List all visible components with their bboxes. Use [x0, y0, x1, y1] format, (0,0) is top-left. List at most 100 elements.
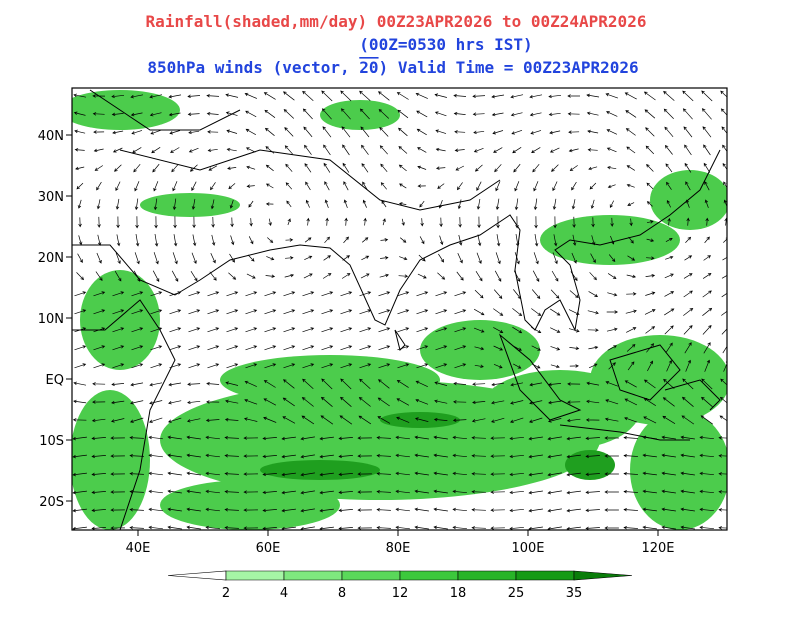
- wind-vector: [685, 236, 692, 243]
- wind-vector: [114, 270, 122, 282]
- wind-vector: [74, 327, 87, 333]
- wind-vector: [358, 415, 372, 425]
- wind-vector: [666, 181, 672, 190]
- wind-vector: [699, 525, 714, 530]
- wind-vector: [339, 415, 353, 425]
- wind-vector: [283, 379, 295, 389]
- wind-vector: [701, 378, 713, 390]
- wind-vector: [72, 508, 87, 513]
- wind-vector: [471, 490, 486, 494]
- wind-vector: [187, 112, 200, 117]
- wind-vector: [244, 92, 257, 99]
- wind-vector: [115, 198, 120, 210]
- wind-vector: [667, 217, 671, 226]
- wind-vector: [589, 182, 597, 190]
- wind-vector: [585, 436, 600, 441]
- wind-vector: [702, 272, 712, 279]
- wind-vector: [514, 198, 519, 211]
- wind-vector: [378, 109, 390, 119]
- wind-vector: [187, 382, 201, 387]
- wind-vector: [111, 400, 125, 405]
- wind-vector: [301, 397, 314, 407]
- wind-vector: [646, 182, 654, 190]
- wind-vector: [515, 216, 519, 229]
- wind-vector: [491, 417, 505, 423]
- wind-vector: [646, 238, 655, 242]
- wind-vector: [226, 363, 239, 369]
- wind-vector: [281, 472, 296, 477]
- wind-vector: [568, 130, 580, 134]
- wind-vector: [74, 129, 86, 134]
- wind-vector: [586, 381, 600, 386]
- wind-vector: [567, 382, 581, 386]
- wind-vector: [683, 126, 693, 138]
- wind-vector: [190, 271, 198, 282]
- wind-vector: [452, 507, 467, 512]
- wind-vector: [701, 396, 713, 407]
- wind-vector: [435, 129, 447, 134]
- wind-vector: [323, 162, 331, 173]
- wind-vector: [627, 255, 636, 261]
- wind-vector: [91, 436, 106, 441]
- wind-vector: [439, 217, 443, 228]
- wind-vector: [129, 435, 144, 440]
- wind-vector: [395, 471, 410, 476]
- wind-vector: [643, 397, 656, 406]
- wind-vector: [415, 398, 429, 405]
- wind-vector: [93, 309, 106, 315]
- wind-vector: [225, 399, 239, 404]
- wind-vector: [510, 94, 524, 99]
- wind-vector: [623, 471, 638, 476]
- wind-vector: [493, 345, 504, 351]
- wind-vector: [435, 363, 448, 369]
- wind-vector: [585, 526, 600, 530]
- wind-vector: [224, 525, 239, 530]
- wind-vector: [701, 108, 712, 120]
- wind-vector: [73, 381, 87, 386]
- wind-vector: [395, 453, 410, 458]
- wind-vector: [226, 291, 239, 297]
- wind-vector: [74, 363, 87, 369]
- wind-vector: [129, 489, 144, 494]
- wind-vector: [606, 129, 618, 135]
- wind-vector: [399, 237, 407, 243]
- wind-vector: [607, 165, 617, 170]
- wind-vector: [210, 182, 216, 191]
- wind-vector: [285, 238, 294, 242]
- wind-vector: [490, 472, 505, 476]
- y-tick-label: 20N: [38, 251, 64, 266]
- wind-vector: [265, 164, 274, 172]
- rain-area: [630, 410, 727, 530]
- wind-vector: [456, 182, 463, 191]
- wind-vector: [685, 181, 691, 191]
- wind-vector: [150, 327, 163, 333]
- wind-vector: [642, 453, 657, 458]
- wind-vector: [187, 400, 201, 405]
- wind-vector: [452, 453, 467, 458]
- wind-vector: [414, 525, 429, 530]
- wind-vector: [262, 472, 277, 477]
- wind-vector: [646, 220, 654, 224]
- wind-vector: [265, 274, 276, 278]
- wind-vector: [246, 273, 256, 279]
- coastline: [498, 333, 582, 421]
- wind-vector: [624, 416, 638, 423]
- wind-vector: [73, 111, 86, 116]
- wind-vector: [224, 453, 239, 458]
- wind-vector: [93, 291, 106, 297]
- wind-vector: [604, 490, 619, 494]
- wind-vector: [324, 199, 329, 209]
- wind-vector: [112, 309, 125, 315]
- wind-vector: [680, 507, 695, 512]
- wind-vector: [721, 292, 727, 298]
- wind-vector: [305, 181, 311, 191]
- wind-vector: [477, 234, 482, 247]
- wind-vector: [587, 148, 598, 152]
- wind-vector: [397, 327, 410, 333]
- wind-vector: [228, 183, 236, 190]
- wind-vector: [531, 326, 542, 334]
- wind-vector: [456, 271, 464, 281]
- wind-vector: [300, 490, 315, 495]
- y-tick-label: 40N: [38, 129, 64, 144]
